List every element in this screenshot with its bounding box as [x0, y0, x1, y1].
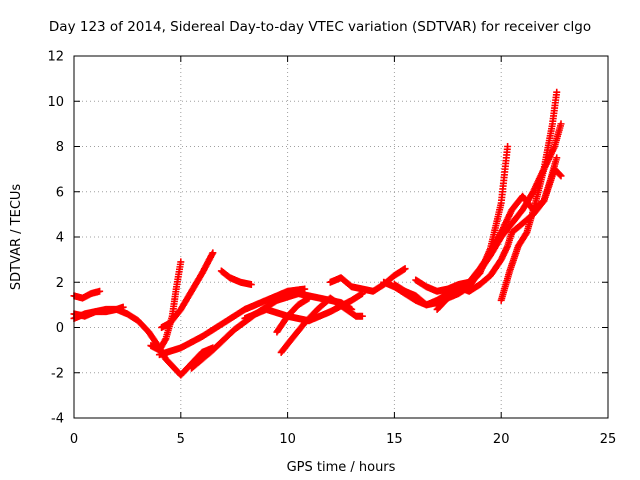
data-point: [247, 281, 255, 289]
x-tick-label: 20: [493, 432, 510, 447]
x-tick-label: 0: [70, 432, 78, 447]
tick-layer: 0 5 10 15 20 25 -4 -2 0 2 4 6 8 10 12: [47, 50, 616, 448]
data-series-track-8: [217, 267, 255, 289]
data-point: [96, 287, 104, 295]
data-series-track-17: [497, 88, 561, 304]
data-point: [119, 303, 127, 311]
data-layer: [70, 88, 565, 379]
data-point: [553, 88, 561, 96]
data-series-track-4: [147, 258, 185, 354]
y-tick-label: 0: [56, 321, 64, 336]
data-series-track-14: [390, 143, 512, 309]
y-tick-label: -2: [51, 366, 64, 381]
data-point: [209, 249, 217, 257]
x-tick-label: 10: [279, 432, 296, 447]
grid-layer: [74, 56, 608, 418]
data-series-track-2: [70, 287, 104, 302]
data-point: [557, 120, 565, 128]
data-series-track-5: [158, 249, 217, 331]
y-tick-label: 8: [56, 140, 64, 155]
y-tick-label: -4: [51, 412, 64, 427]
data-series-track-11: [277, 294, 366, 356]
x-tick-label: 5: [177, 432, 185, 447]
data-point: [553, 154, 561, 162]
data-point: [161, 336, 169, 344]
data-series-track-12: [326, 265, 409, 295]
y-tick-label: 10: [47, 95, 64, 110]
data-point: [177, 258, 185, 266]
x-tick-label: 15: [386, 432, 403, 447]
data-series-track-16: [433, 154, 561, 313]
data-point: [305, 294, 313, 302]
y-axis-label: SDTVAR / TECUs: [9, 184, 24, 291]
y-tick-label: 6: [56, 185, 64, 200]
y-tick-label: 2: [56, 276, 64, 291]
data-point: [522, 230, 530, 238]
data-series-track-10: [273, 294, 313, 336]
data-series-track-3: [70, 303, 127, 320]
data-point: [556, 171, 564, 179]
data-point: [504, 143, 512, 150]
data-point: [557, 172, 565, 180]
x-axis-label: GPS time / hours: [287, 460, 396, 475]
x-tick-label: 25: [600, 432, 617, 447]
chart-title: Day 123 of 2014, Sidereal Day-to-day VTE…: [48, 19, 592, 35]
data-point: [401, 265, 409, 273]
data-point: [358, 312, 366, 320]
y-tick-label: 4: [56, 231, 64, 246]
y-tick-label: 12: [47, 50, 64, 65]
data-series-track-15: [412, 165, 565, 295]
